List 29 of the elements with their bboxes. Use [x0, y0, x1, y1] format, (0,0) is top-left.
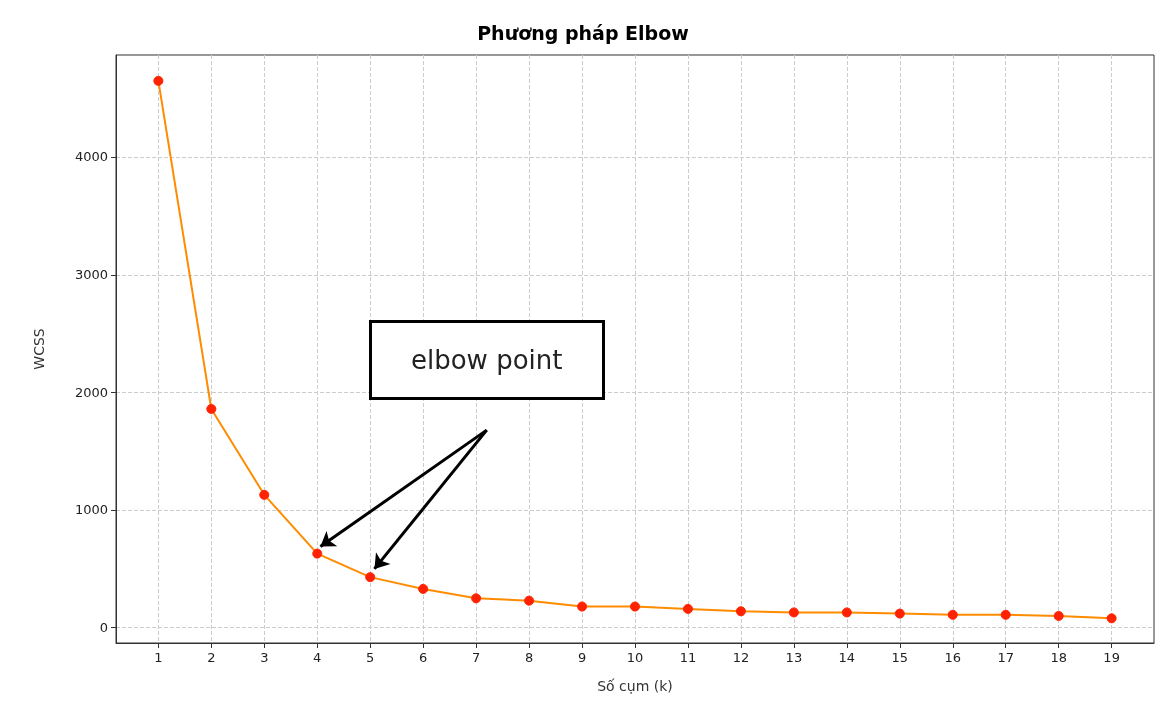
x-axis-title: Số cụm (k) — [597, 678, 673, 694]
x-tick-label: 17 — [997, 650, 1014, 665]
x-tick-label: 6 — [419, 650, 428, 665]
x-tick-label: 9 — [577, 650, 587, 665]
x-tick-label: 18 — [1050, 650, 1067, 665]
x-tick-label: 8 — [524, 650, 534, 665]
x-tick-label: 3 — [260, 650, 269, 665]
x-tick-label: 16 — [944, 650, 962, 665]
x-tick-label: 19 — [1103, 650, 1120, 665]
x-tick-label: 13 — [785, 650, 803, 665]
x-tick-label: 7 — [471, 650, 481, 665]
x-tick-label: 14 — [838, 650, 856, 665]
text-box: elbow point — [368, 319, 605, 400]
y-tick-label: 1000 — [74, 501, 108, 520]
y-tick-label: 2000 — [74, 383, 108, 402]
y-axis-title: WCSS — [31, 328, 47, 370]
y-tick-label: 0 — [99, 618, 108, 637]
x-tick-label: 4 — [313, 650, 322, 665]
x-tick-label: 2 — [207, 650, 216, 665]
x-tick-label: 15 — [891, 650, 909, 665]
chart-title: Phương pháp Elbow — [477, 21, 689, 44]
x-tick-label: 12 — [732, 650, 750, 665]
x-tick-label: 5 — [366, 650, 375, 665]
y-tick-label: 3000 — [74, 265, 108, 284]
annotation: elbow point — [410, 344, 563, 375]
x-tick-label: 10 — [626, 650, 644, 665]
x-tick-label: 1 — [154, 650, 163, 665]
y-tick-label: 4000 — [74, 148, 108, 167]
x-tick-label: 11 — [679, 650, 697, 665]
